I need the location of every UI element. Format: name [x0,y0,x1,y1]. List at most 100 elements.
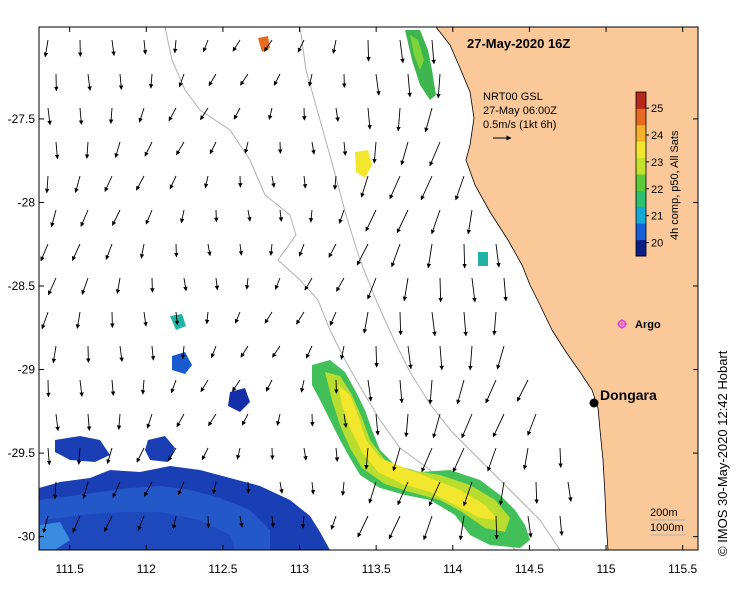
current-vector-arrow [50,209,57,228]
sst-patch [325,372,510,532]
product-line-2: 27-May 06:00Z [483,105,557,117]
colorbar-segment [636,141,646,159]
current-vector-arrow [270,515,276,528]
current-vector-arrow [207,243,212,257]
colorbar-tick-label: 20 [651,238,663,250]
current-vector-arrow [239,515,244,528]
current-vector-arrow [390,243,401,268]
current-vector-arrow [297,39,305,53]
current-vector-arrow [139,243,145,259]
current-vector-arrow [42,515,49,534]
current-vector-arrow [40,243,49,262]
current-vector-arrow [340,481,346,496]
current-vector-arrow [360,175,369,198]
current-vector-arrow [300,379,305,393]
current-vector-arrow [367,379,373,402]
current-vector-arrow [200,107,209,121]
current-vector-arrow [335,107,340,122]
current-vector-arrow [402,277,409,302]
x-tick-label: 114.5 [515,562,544,576]
current-vector-arrow [311,141,316,155]
bathymetry-1000m [164,27,516,550]
colorbar-segment [636,223,646,241]
current-vector-arrow [114,141,121,158]
current-vector-arrow [168,107,177,122]
current-vector-arrow [399,39,405,64]
current-vector-arrow [274,277,281,290]
current-vector-arrow [47,107,52,126]
current-vector-arrow [172,39,178,54]
legend-200m: 200m [650,507,678,519]
x-tick-label: 113 [290,562,309,576]
current-vector-arrow [265,379,273,392]
current-vector-arrow [244,141,249,154]
current-vector-arrow [495,243,501,268]
current-vector-arrow [212,481,217,495]
current-vector-arrow [238,243,244,256]
current-vector-arrow [106,447,113,464]
current-vector-arrow [356,243,369,266]
current-vector-arrow [329,311,337,326]
current-vector-arrow [44,175,50,194]
current-vector-arrow [396,209,409,234]
current-vector-arrow [110,379,116,396]
current-vector-arrow [118,73,124,90]
current-vector-arrow [171,515,177,530]
current-vector-arrow [357,515,369,538]
current-vector-arrow [268,107,273,120]
current-vector-arrow [334,447,340,462]
x-tick-label: 115.5 [668,562,697,576]
current-vector-arrow [178,73,185,88]
x-tick-label: 114 [443,562,462,576]
current-vector-arrow [183,277,188,292]
current-vector-arrow [78,107,84,125]
current-vector-arrow [86,413,92,431]
dongara-label: Dongara [600,387,657,403]
current-vector-arrow [137,515,145,531]
current-vector-arrow [458,515,465,541]
current-vector-arrow [112,481,121,498]
y-tick-label: -28 [18,195,36,209]
current-vector-arrow [366,39,371,62]
sst-patch [228,388,250,412]
colorbar-segment [636,124,646,142]
current-vector-arrow [397,481,409,506]
product-line-3: 0.5m/s (1kt 6h) [483,119,556,131]
sst-patch [410,35,424,70]
legend-1000m: 1000m [650,522,684,534]
y-tick-label: -30 [18,530,36,544]
colorbar-tick-label: 21 [651,211,663,223]
current-vector-arrow [232,39,241,52]
current-vector-arrow [111,39,116,56]
current-vector-arrow [180,345,186,360]
current-vector-arrow [209,141,217,155]
current-vector-arrow [365,209,377,232]
current-vector-arrow [247,209,252,222]
current-vector-arrow [232,379,241,392]
current-vector-arrow [214,277,220,291]
current-vector-arrow [46,447,52,466]
argo-label: Argo [635,319,661,331]
x-tick-label: 115 [596,562,615,576]
current-vector-arrow [332,175,338,190]
current-vector-arrow [428,481,441,507]
y-axis: -27.5 -28 -28.5 -29 -29.5 -30 [8,112,698,544]
colorbar-segment [636,174,646,191]
current-vector-arrow [454,175,465,201]
current-vector-arrow [105,243,113,260]
x-tick-label: 112.5 [208,562,237,576]
current-vector-arrow [462,481,473,507]
current-vector-arrow [302,175,308,189]
current-vector-arrow [168,447,177,462]
current-vector-arrow [463,311,468,337]
current-vectors [40,39,573,541]
current-vector-arrow [177,481,185,496]
current-vector-arrow [534,481,539,504]
current-vector-arrow [264,39,273,52]
sst-patch [45,512,235,550]
current-vector-arrow [503,277,508,302]
colorbar-segment [636,190,646,208]
x-tick-label: 113.5 [362,562,391,576]
current-vector-arrow [567,481,573,502]
